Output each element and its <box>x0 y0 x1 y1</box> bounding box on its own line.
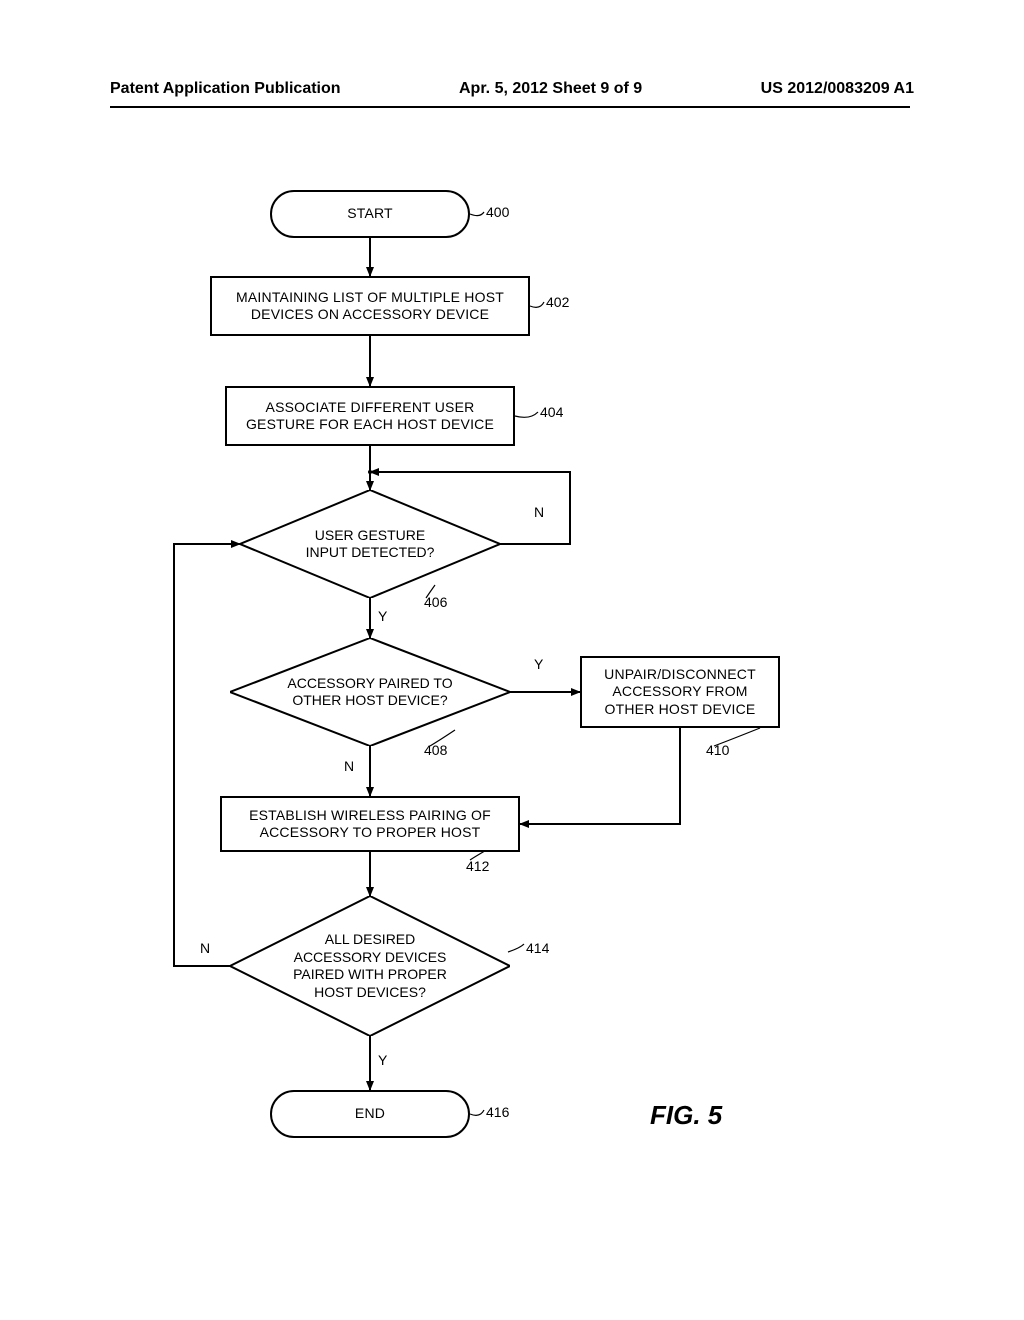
ref-412: 412 <box>466 858 489 874</box>
node-start: START <box>270 190 470 238</box>
node-412: ESTABLISH WIRELESS PAIRING OFACCESSORY T… <box>220 796 520 852</box>
node-404: ASSOCIATE DIFFERENT USERGESTURE FOR EACH… <box>225 386 515 446</box>
page-header: Patent Application Publication Apr. 5, 2… <box>0 80 1024 98</box>
node-412-text: ESTABLISH WIRELESS PAIRING OFACCESSORY T… <box>249 807 491 842</box>
node-402: MAINTAINING LIST OF MULTIPLE HOSTDEVICES… <box>210 276 530 336</box>
node-404-text: ASSOCIATE DIFFERENT USERGESTURE FOR EACH… <box>246 399 494 434</box>
node-end: END <box>270 1090 470 1138</box>
label-408-N: N <box>344 758 354 774</box>
ref-416: 416 <box>486 1104 509 1120</box>
node-406: USER GESTUREINPUT DETECTED? <box>240 490 500 598</box>
label-406-Y: Y <box>378 608 387 624</box>
label-408-Y: Y <box>534 656 543 672</box>
label-406-N: N <box>534 504 544 520</box>
label-414-Y: Y <box>378 1052 387 1068</box>
node-414: ALL DESIREDACCESSORY DEVICESPAIRED WITH … <box>230 896 510 1036</box>
header-rule <box>110 106 910 108</box>
ref-404: 404 <box>540 404 563 420</box>
node-402-text: MAINTAINING LIST OF MULTIPLE HOSTDEVICES… <box>236 289 504 324</box>
node-410-text: UNPAIR/DISCONNECTACCESSORY FROMOTHER HOS… <box>604 666 756 719</box>
header-right: US 2012/0083209 A1 <box>761 80 914 98</box>
ref-400: 400 <box>486 204 509 220</box>
ref-410: 410 <box>706 742 729 758</box>
header-left: Patent Application Publication <box>110 80 341 98</box>
node-end-text: END <box>355 1105 385 1123</box>
ref-402: 402 <box>546 294 569 310</box>
label-414-N: N <box>200 940 210 956</box>
node-406-text: USER GESTUREINPUT DETECTED? <box>306 527 435 562</box>
node-414-text: ALL DESIREDACCESSORY DEVICESPAIRED WITH … <box>293 931 447 1001</box>
node-410: UNPAIR/DISCONNECTACCESSORY FROMOTHER HOS… <box>580 656 780 728</box>
header-center: Apr. 5, 2012 Sheet 9 of 9 <box>459 80 642 98</box>
node-start-text: START <box>347 205 393 223</box>
node-408: ACCESSORY PAIRED TOOTHER HOST DEVICE? <box>230 638 510 746</box>
ref-408: 408 <box>424 742 447 758</box>
flowchart: START MAINTAINING LIST OF MULTIPLE HOSTD… <box>150 190 870 1170</box>
figure-label: FIG. 5 <box>650 1100 722 1131</box>
node-408-text: ACCESSORY PAIRED TOOTHER HOST DEVICE? <box>287 675 452 710</box>
ref-414: 414 <box>526 940 549 956</box>
ref-406: 406 <box>424 594 447 610</box>
